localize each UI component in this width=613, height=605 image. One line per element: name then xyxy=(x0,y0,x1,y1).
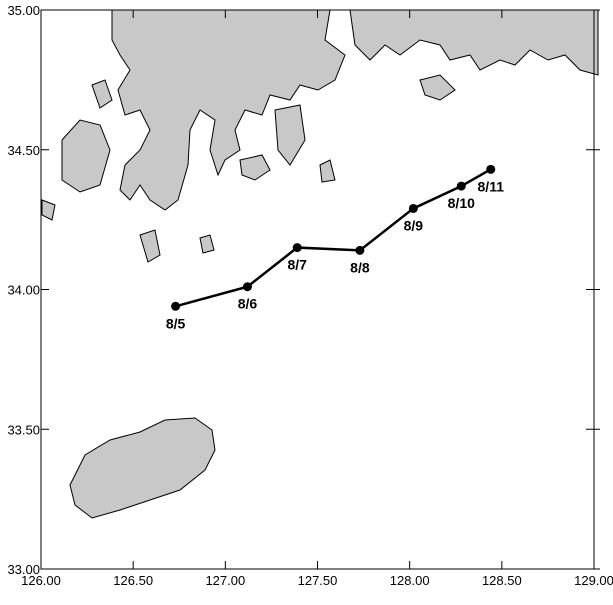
track-point xyxy=(242,282,252,292)
island xyxy=(91,79,113,109)
island xyxy=(61,119,111,193)
y-tick-label: 33.00 xyxy=(7,562,40,577)
x-tick-label: 127.50 xyxy=(298,573,338,588)
track-point-label: 8/11 xyxy=(478,178,505,194)
x-tick-label: 127.00 xyxy=(205,573,245,588)
x-tick-label: 126.00 xyxy=(21,573,61,588)
track-point xyxy=(408,203,418,213)
y-tick-label: 34.00 xyxy=(7,283,40,298)
island xyxy=(319,159,336,183)
mainland-east xyxy=(349,9,599,76)
island xyxy=(199,234,215,254)
track: 8/5 8/6 8/7 8/8 8/9 8/108/11 xyxy=(166,164,505,331)
track-point-label: 8/10 xyxy=(448,195,475,211)
track-point-label: 8/5 xyxy=(166,315,186,331)
island xyxy=(139,229,161,263)
mainland-coast xyxy=(111,9,346,211)
x-tick-label: 128.50 xyxy=(482,573,522,588)
x-tick-label: 129.00 xyxy=(574,573,613,588)
x-tick-label: 128.00 xyxy=(390,573,430,588)
y-tick-label: 35.00 xyxy=(7,3,40,18)
track-point xyxy=(171,301,181,311)
axis-ticks: 126.00 126.50 127.00 127.50 128.00 128.50 129.… xyxy=(7,3,613,588)
track-point xyxy=(486,164,496,174)
island xyxy=(274,104,306,166)
track-point-label: 8/9 xyxy=(404,217,424,233)
y-tick-label: 33.50 xyxy=(7,422,40,437)
island xyxy=(239,154,271,181)
island xyxy=(41,199,56,221)
jeju-island xyxy=(69,417,216,519)
track-point-label: 8/6 xyxy=(238,296,258,312)
x-tick-label: 126.50 xyxy=(113,573,153,588)
track-point xyxy=(456,181,466,191)
land-areas xyxy=(41,9,599,519)
y-tick-label: 34.50 xyxy=(7,143,40,158)
island xyxy=(419,74,456,101)
track-line xyxy=(175,168,492,308)
track-point xyxy=(292,243,302,253)
track-point-label: 8/8 xyxy=(350,259,370,275)
track-point-label: 8/7 xyxy=(287,257,307,273)
track-point xyxy=(355,245,365,255)
